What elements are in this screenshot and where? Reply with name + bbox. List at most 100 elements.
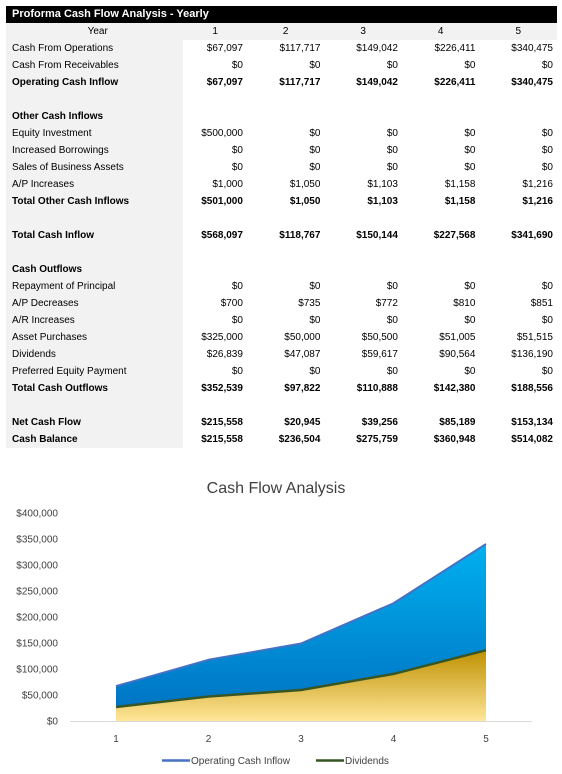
row-value: $0 [464, 60, 476, 71]
table-row [6, 210, 557, 227]
row-value: $0 [231, 145, 243, 156]
year-header-cell: 5 [479, 23, 557, 40]
row-value: $0 [386, 145, 398, 156]
row-value: $0 [464, 128, 476, 139]
table-row: Total Cash Inflow $568,097 $118,767 $150,14… [6, 227, 557, 244]
table-row [6, 244, 557, 261]
row-value: $0 [231, 315, 243, 326]
y-tick-label: $300,000 [16, 561, 58, 572]
row-value [324, 210, 402, 227]
table-row: Operating Cash Inflow $67,097 $117,717 $149… [6, 74, 557, 91]
row-value: $500,000 [201, 128, 243, 139]
row-label: Cash Outflows [6, 261, 184, 278]
y-tick-label: $0 [47, 717, 59, 728]
row-label: A/R Increases [6, 312, 184, 329]
table-row: A/P Decreases $700 $735 $772 $810 $851 [6, 295, 557, 312]
row-value: $150,144 [356, 230, 398, 241]
row-value: $0 [541, 281, 553, 292]
row-value: $0 [464, 145, 476, 156]
row-value [247, 91, 325, 108]
row-value: $0 [386, 281, 398, 292]
year-header-cell: 2 [246, 23, 325, 40]
row-value [183, 210, 247, 227]
legend-label: Operating Cash Inflow [191, 756, 291, 767]
row-value: $1,158 [444, 196, 476, 207]
row-value: $149,042 [356, 43, 398, 54]
table-row: Sales of Business Assets $0 $0 $0 $0 $0 [6, 159, 557, 176]
row-value [402, 210, 480, 227]
row-value [479, 91, 557, 108]
year-header-row: Year 1 2 3 4 5 [6, 23, 557, 40]
row-value [247, 261, 325, 278]
row-value: $0 [231, 366, 243, 377]
table-row: Net Cash Flow $215,558 $20,945 $39,256 $85,1… [6, 414, 557, 431]
row-value: $51,515 [516, 332, 553, 343]
table-row [6, 91, 557, 108]
row-value: $0 [541, 145, 553, 156]
row-value [324, 91, 402, 108]
row-label: Total Cash Inflow [6, 227, 184, 244]
row-value: $1,158 [444, 179, 476, 190]
table-row: Cash From Receivables $0 $0 $0 $0 $0 [6, 57, 557, 74]
row-value: $1,103 [367, 196, 398, 207]
row-value: $0 [541, 60, 553, 71]
y-tick-label: $50,000 [22, 691, 59, 702]
row-label: Asset Purchases [6, 329, 184, 346]
series-line-dividends [115, 648, 487, 709]
x-tick-label: 4 [391, 734, 397, 745]
row-label: Other Cash Inflows [6, 108, 184, 125]
row-value: $117,717 [279, 43, 321, 54]
table-row: Cash Balance $215,558 $236,504 $275,759 $360… [6, 431, 557, 448]
sheet-title: Proforma Cash Flow Analysis - Yearly [6, 6, 557, 23]
row-value [402, 244, 480, 261]
row-value: $0 [386, 60, 398, 71]
row-value [479, 261, 557, 278]
row-value: $51,005 [439, 332, 476, 343]
table-row: Cash Outflows [6, 261, 557, 278]
row-value [402, 108, 480, 125]
row-label: Operating Cash Inflow [6, 74, 184, 91]
row-value: $0 [541, 366, 553, 377]
row-value: $1,216 [522, 196, 553, 207]
legend-label: Dividends [345, 756, 389, 767]
row-value [324, 244, 402, 261]
row-value: $275,759 [356, 434, 398, 445]
row-value: $215,558 [201, 434, 243, 445]
row-value: $118,767 [279, 230, 321, 241]
x-tick-label: 2 [206, 734, 212, 745]
row-value [324, 397, 402, 414]
row-value: $0 [386, 366, 398, 377]
row-value: $0 [309, 60, 321, 71]
row-value: $0 [464, 315, 476, 326]
row-value: $0 [541, 162, 553, 173]
row-value: $0 [309, 162, 321, 173]
row-value: $215,558 [201, 417, 243, 428]
row-label: Total Cash Outflows [6, 380, 184, 397]
y-tick-label: $100,000 [16, 665, 58, 676]
row-value: $0 [231, 60, 243, 71]
cash-flow-sheet: Proforma Cash Flow Analysis - Yearly Yea… [6, 6, 557, 448]
table-row: A/P Increases $1,000 $1,050 $1,103 $1,158 $1,… [6, 176, 557, 193]
row-value: $226,411 [434, 77, 476, 88]
row-label: Repayment of Principal [6, 278, 184, 295]
row-value [247, 397, 325, 414]
row-value: $0 [464, 162, 476, 173]
row-value: $0 [386, 128, 398, 139]
row-value [479, 210, 557, 227]
row-value: $153,134 [511, 417, 553, 428]
row-label: Dividends [6, 346, 184, 363]
row-value: $110,888 [356, 383, 398, 394]
row-value: $26,839 [206, 349, 243, 360]
row-value [183, 244, 247, 261]
row-value: $50,000 [284, 332, 321, 343]
row-value: $67,097 [206, 43, 243, 54]
x-tick-label: 1 [113, 734, 119, 745]
row-value: $90,564 [439, 349, 476, 360]
chart-title: Cash Flow Analysis [207, 480, 346, 497]
row-value: $0 [309, 366, 321, 377]
row-value: $117,717 [279, 77, 321, 88]
row-value: $20,945 [284, 417, 321, 428]
row-label: A/P Decreases [6, 295, 184, 312]
row-value: $735 [298, 298, 321, 309]
row-label: Cash From Operations [6, 40, 184, 57]
